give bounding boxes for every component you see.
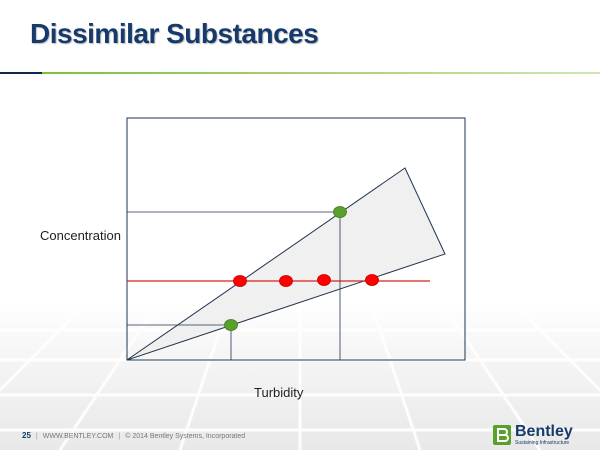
logo-wordmark: Bentley — [515, 423, 573, 440]
slide-footer: 25 | WWW.BENTLEY.COM | © 2014 Bentley System… — [22, 431, 245, 440]
logo-tagline: Sustaining Infrastructure — [515, 440, 570, 446]
page-number: 25 — [22, 431, 31, 440]
bentley-logo-mark-icon — [493, 425, 511, 445]
title-divider — [0, 72, 600, 74]
plot-frame — [126, 117, 466, 361]
red-point — [365, 274, 379, 286]
footer-separator: | — [118, 433, 121, 440]
y-axis-label: Concentration — [40, 228, 121, 243]
green-point-upper — [333, 206, 347, 218]
red-point — [279, 275, 293, 287]
slide-title: Dissimilar Substances — [30, 18, 319, 49]
shaded-wedge-region — [126, 167, 446, 361]
bentley-logo: Bentley Sustaining Infrastructure — [493, 423, 585, 449]
red-point — [317, 274, 331, 286]
x-axis-label: Turbidity — [254, 385, 304, 400]
footer-copyright: © 2014 Bentley Systems, Incorporated — [125, 433, 246, 440]
background-floor-grid — [0, 300, 600, 450]
green-point-lower — [224, 319, 238, 331]
footer-website-link[interactable]: WWW.BENTLEY.COM — [42, 433, 114, 440]
footer-separator: | — [35, 433, 38, 440]
red-point — [233, 275, 247, 287]
